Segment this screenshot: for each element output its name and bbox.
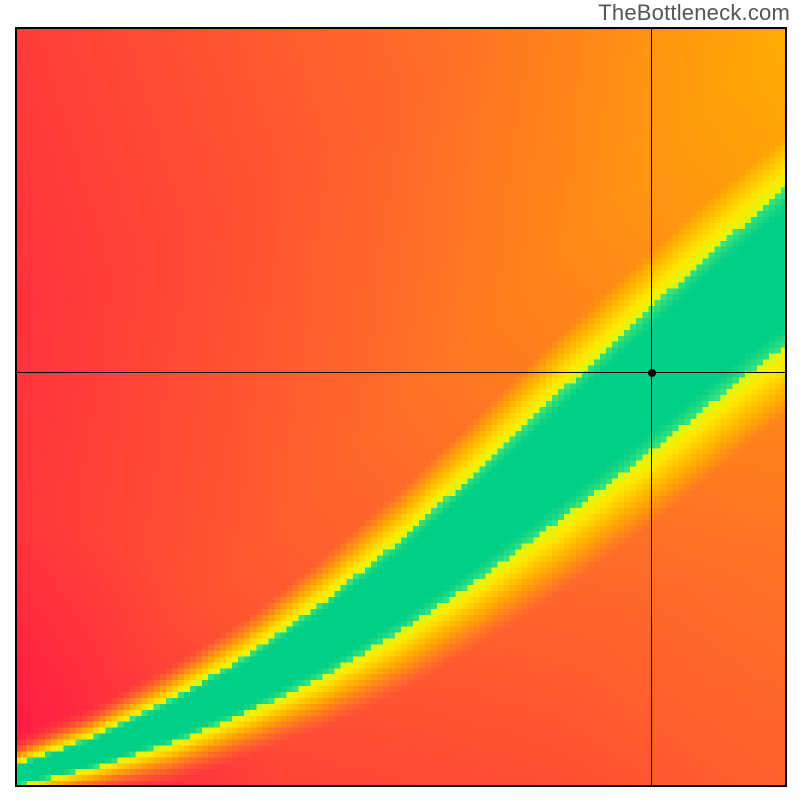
- watermark-text: TheBottleneck.com: [598, 0, 790, 26]
- heatmap-canvas: [15, 27, 787, 787]
- chart-container: TheBottleneck.com: [0, 0, 800, 800]
